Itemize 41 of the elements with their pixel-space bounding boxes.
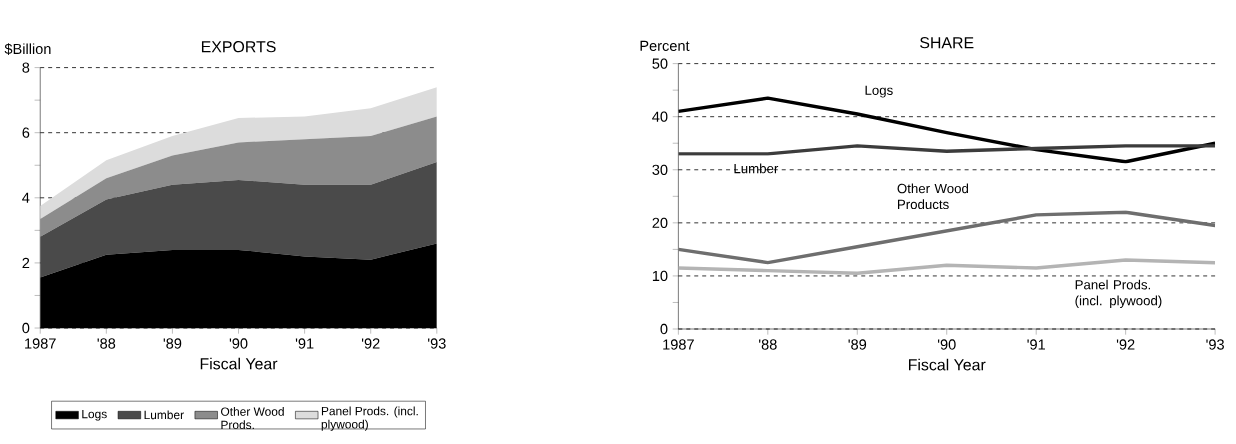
legend-label: Logs (82, 409, 107, 421)
series-label: Lumber (734, 163, 779, 174)
x-tick-label: '88 (97, 338, 116, 349)
x-tick-label: '91 (1027, 339, 1045, 350)
x-tick-label: '92 (1116, 339, 1135, 350)
x-tick-label: '93 (428, 338, 446, 349)
y-tick-label: 0 (22, 322, 30, 334)
x-tick-label: '89 (163, 338, 182, 349)
x-tick-label: '90 (229, 338, 248, 349)
y-tick-label: 30 (652, 164, 668, 175)
x-tick-label: '88 (759, 339, 777, 350)
x-tick-label: 1987 (663, 339, 694, 350)
chart-title: EXPORTS (201, 40, 276, 53)
y-tick-label: 0 (660, 323, 668, 335)
legend-label: Other Wood Prods. (221, 406, 284, 429)
series-label: Other Wood Products (897, 183, 969, 209)
line-series (678, 258, 1216, 275)
x-tick-label: '92 (361, 338, 380, 349)
y-tick-label: 2 (22, 257, 30, 268)
legend-label: Panel Prods. (incl. plywood) (321, 406, 418, 431)
x-tick-label: 1987 (25, 338, 56, 349)
y-tick-label: 10 (652, 270, 668, 281)
chart-title: SHARE (920, 36, 974, 49)
line-series (678, 144, 1216, 156)
y-tick-label: 50 (652, 58, 668, 69)
series-label: Panel Prods. (incl. plywood) (1075, 279, 1162, 308)
series-label: Logs (865, 85, 893, 98)
y-axis-title: $Billion (4, 43, 51, 55)
legend-label: Lumber (144, 410, 184, 420)
x-tick-label: '89 (848, 339, 867, 350)
y-tick-label: 8 (22, 62, 30, 73)
x-tick-label: '93 (1206, 339, 1224, 350)
y-tick-label: 6 (22, 127, 30, 138)
y-tick-label: 4 (22, 192, 30, 203)
x-axis-title: Fiscal Year (200, 357, 278, 370)
y-tick-label: 20 (652, 217, 668, 228)
x-tick-label: '91 (295, 338, 314, 349)
y-axis-title: Percent (640, 40, 690, 51)
x-tick-label: '90 (937, 339, 956, 350)
x-axis-title: Fiscal Year (909, 358, 986, 371)
y-tick-label: 40 (652, 111, 668, 122)
